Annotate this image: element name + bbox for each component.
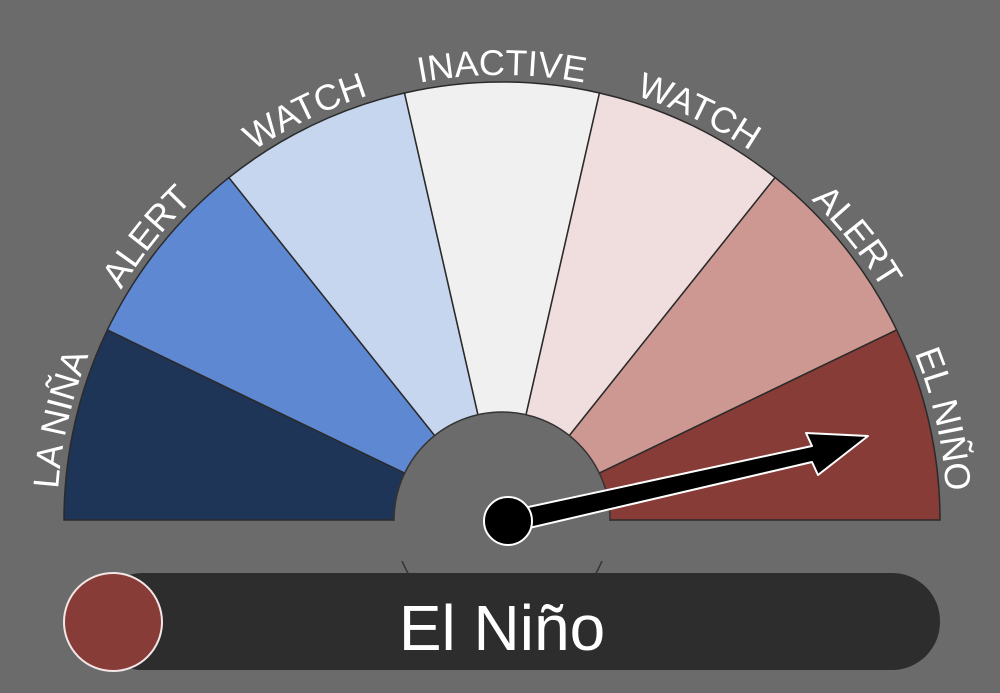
- needle-arrow: [504, 432, 869, 533]
- gauge-segment: [227, 92, 503, 521]
- status-pill: [95, 573, 940, 670]
- gauge-segment: [501, 176, 898, 521]
- gauge-segment: [501, 92, 777, 521]
- gauge-segment: [63, 328, 503, 521]
- gauge-segment: [106, 176, 503, 521]
- needle-pivot: [483, 496, 533, 546]
- status-label: El Niño: [399, 592, 605, 664]
- gauge-segment-label: INACTIVE: [414, 42, 590, 91]
- gauge-segment: [403, 81, 601, 521]
- gauge-needle: [483, 432, 869, 546]
- gauge-segments: [63, 81, 941, 521]
- gauge-segment: [501, 328, 941, 521]
- status-bar: El Niño: [63, 572, 940, 672]
- status-indicator-dot: [63, 572, 163, 672]
